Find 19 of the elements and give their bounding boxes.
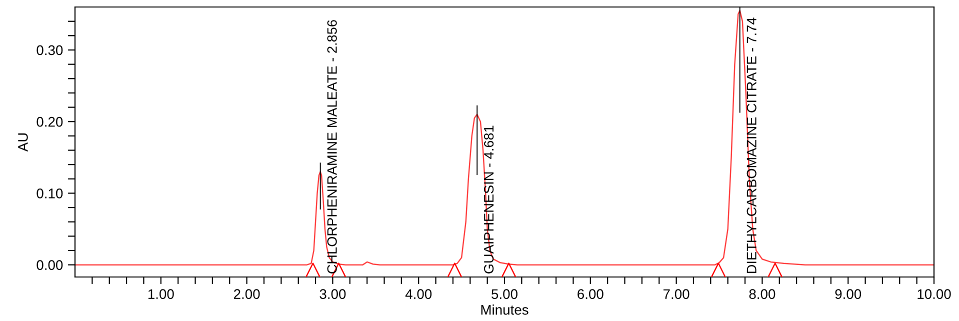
- x-axis-title: Minutes: [481, 304, 528, 315]
- x-tick-label: 8.00: [749, 289, 776, 300]
- x-tick-label: 10.00: [918, 289, 951, 300]
- y-tick-label: 0.30: [36, 45, 63, 56]
- x-tick-label: 4.00: [405, 289, 432, 300]
- x-tick-label: 1.00: [148, 289, 174, 300]
- y-tick-label: 0.10: [36, 188, 63, 198]
- y-tick-label: 0.20: [36, 116, 63, 127]
- x-tick-label: 3.00: [320, 289, 346, 300]
- annotation: DIETHYLCARBOMAZINE CITRATE - 7.74: [746, 18, 756, 274]
- x-tick-label: 9.00: [835, 289, 862, 300]
- annotation: GUAIPHENESIN - 4.681: [484, 126, 494, 274]
- x-tick-label: 2.00: [234, 289, 260, 300]
- x-tick-label: 5.00: [492, 289, 518, 300]
- x-tick-label: 7.00: [663, 289, 690, 300]
- x-tick-label: 6.00: [578, 289, 604, 300]
- y-tick-label: 0.00: [36, 260, 63, 270]
- y-axis-title: AU: [18, 133, 28, 152]
- annotation: CHLORPHENIRAMINE MALEATE - 2.856: [327, 20, 337, 274]
